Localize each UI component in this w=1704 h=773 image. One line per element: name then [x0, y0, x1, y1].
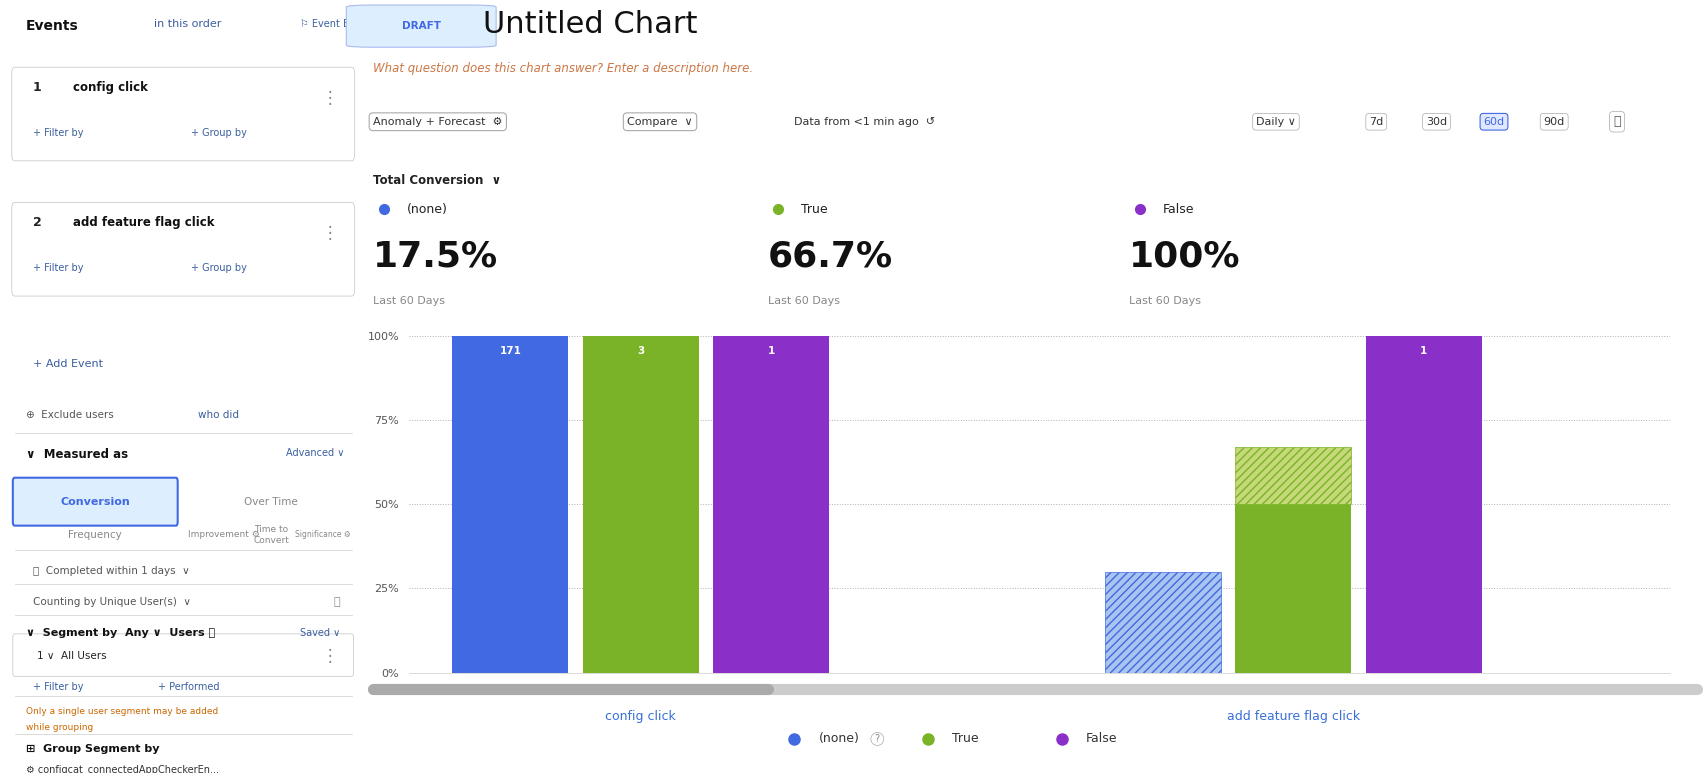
Text: 7d: 7d — [1368, 117, 1384, 127]
Text: Anomaly + Forecast  ⚙: Anomaly + Forecast ⚙ — [373, 117, 503, 127]
Text: config click: config click — [605, 710, 676, 723]
Text: Counting by Unique User(s)  ∨: Counting by Unique User(s) ∨ — [32, 597, 191, 607]
Bar — [453, 336, 569, 673]
Text: True: True — [953, 733, 978, 745]
Text: 2: 2 — [1290, 432, 1297, 442]
Bar — [1365, 336, 1481, 673]
Text: True: True — [801, 203, 828, 216]
Text: Significance ⚙: Significance ⚙ — [295, 530, 351, 540]
Text: 17.5%: 17.5% — [373, 240, 498, 274]
Text: DRAFT: DRAFT — [402, 21, 441, 31]
Text: + Performed: + Performed — [157, 682, 220, 692]
Text: Saved ∨: Saved ∨ — [300, 628, 341, 638]
Text: 90d: 90d — [1544, 117, 1564, 127]
Text: Last 60 Days: Last 60 Days — [1128, 296, 1201, 306]
Text: ⊞  Group Segment by: ⊞ Group Segment by — [26, 744, 158, 754]
Text: False: False — [1162, 203, 1195, 216]
Text: Improvement ⚙: Improvement ⚙ — [187, 530, 259, 540]
Bar — [583, 336, 699, 673]
Text: Total Conversion  ∨: Total Conversion ∨ — [373, 174, 501, 187]
Text: Untitled Chart: Untitled Chart — [482, 10, 697, 39]
Text: add feature flag click: add feature flag click — [1227, 710, 1360, 723]
Text: + Group by: + Group by — [191, 263, 247, 273]
Text: ?: ? — [874, 734, 879, 744]
Text: Conversion: Conversion — [60, 497, 130, 506]
FancyBboxPatch shape — [14, 634, 353, 676]
Text: + Add Event: + Add Event — [32, 359, 102, 369]
Text: ⚙ configcat_connectedAppCheckerEn...: ⚙ configcat_connectedAppCheckerEn... — [26, 764, 218, 773]
Text: + Group by: + Group by — [191, 128, 247, 138]
Text: 1: 1 — [1419, 346, 1428, 356]
Text: + Filter by: + Filter by — [32, 128, 83, 138]
Text: who did: who did — [198, 410, 239, 420]
Text: Compare  ∨: Compare ∨ — [627, 117, 694, 127]
Text: Time to
Convert: Time to Convert — [254, 525, 290, 545]
Text: 1 ∨  All Users: 1 ∨ All Users — [37, 651, 106, 660]
Text: 📅: 📅 — [1614, 115, 1621, 128]
Text: Events: Events — [26, 19, 78, 33]
Text: ⏱  Completed within 1 days  ∨: ⏱ Completed within 1 days ∨ — [32, 566, 189, 576]
Text: 100%: 100% — [1128, 240, 1241, 274]
Text: ⋮: ⋮ — [322, 224, 337, 242]
Bar — [1104, 571, 1220, 673]
Text: + Filter by: + Filter by — [32, 263, 83, 273]
Text: ⚐ Event Explorer: ⚐ Event Explorer — [300, 19, 383, 29]
Text: Only a single user segment may be added: Only a single user segment may be added — [26, 707, 218, 717]
Text: add feature flag click: add feature flag click — [73, 216, 215, 230]
Text: ⋮: ⋮ — [322, 89, 337, 107]
Text: (none): (none) — [407, 203, 448, 216]
Text: in this order: in this order — [153, 19, 222, 29]
Text: ⋮: ⋮ — [322, 646, 337, 665]
Text: ⊕  Exclude users: ⊕ Exclude users — [26, 410, 114, 420]
FancyBboxPatch shape — [12, 67, 354, 161]
Text: 30d: 30d — [1426, 117, 1447, 127]
FancyBboxPatch shape — [14, 478, 177, 526]
Text: Last 60 Days: Last 60 Days — [767, 296, 840, 306]
FancyBboxPatch shape — [12, 203, 354, 296]
Text: config click: config click — [73, 81, 148, 94]
Text: 1: 1 — [32, 81, 41, 94]
Text: 3: 3 — [637, 346, 644, 356]
Text: Over Time: Over Time — [244, 497, 298, 506]
Text: False: False — [1085, 733, 1118, 745]
Text: What question does this chart answer? Enter a description here.: What question does this chart answer? En… — [373, 63, 753, 75]
FancyBboxPatch shape — [346, 5, 496, 47]
Text: while grouping: while grouping — [26, 723, 94, 732]
Text: Daily ∨: Daily ∨ — [1256, 117, 1297, 127]
Text: 30: 30 — [1155, 557, 1171, 567]
Text: Data from <1 min ago  ↺: Data from <1 min ago ↺ — [794, 117, 935, 127]
Text: 66.7%: 66.7% — [767, 240, 893, 274]
Text: (none): (none) — [818, 733, 859, 745]
Text: ∨  Measured as: ∨ Measured as — [26, 448, 128, 461]
Bar — [1235, 447, 1351, 504]
Text: ⓘ: ⓘ — [334, 597, 341, 607]
Text: 60d: 60d — [1484, 117, 1505, 127]
Text: 1: 1 — [769, 346, 775, 356]
Text: + Filter by: + Filter by — [32, 682, 83, 692]
Text: Last 60 Days: Last 60 Days — [373, 296, 445, 306]
Bar — [714, 336, 830, 673]
Bar — [1235, 504, 1351, 673]
Text: 2: 2 — [32, 216, 41, 230]
Text: ∨  Segment by  Any ∨  Users ⓘ: ∨ Segment by Any ∨ Users ⓘ — [26, 628, 215, 638]
Text: 171: 171 — [499, 346, 521, 356]
Text: Frequency: Frequency — [68, 530, 123, 540]
Text: Advanced ∨: Advanced ∨ — [286, 448, 344, 458]
